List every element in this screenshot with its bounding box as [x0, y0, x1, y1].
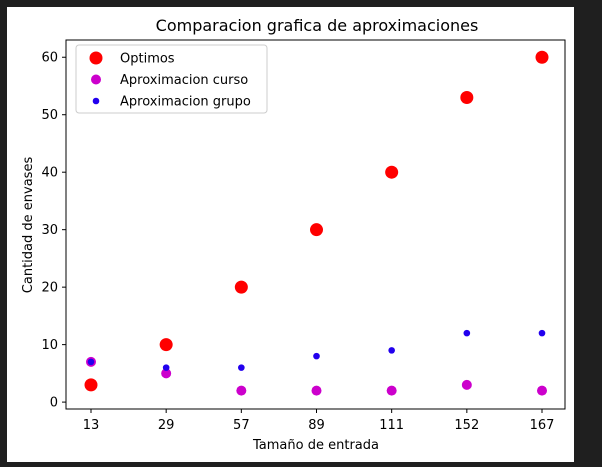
legend-label: Aproximacion curso	[120, 73, 248, 88]
chart-title: Comparacion grafica de aproximaciones	[156, 16, 479, 35]
legend-marker	[92, 97, 100, 105]
x-tick-label: 89	[308, 418, 325, 433]
data-point	[388, 347, 395, 354]
y-tick-label: 0	[50, 396, 58, 411]
data-point	[161, 368, 172, 379]
data-point	[162, 364, 170, 371]
y-tick-label: 60	[41, 51, 58, 66]
data-point	[535, 50, 549, 64]
data-point	[461, 379, 472, 390]
legend: Optimos Aproximacion curso Aproximacion gr…	[75, 44, 268, 114]
x-tick-label: 29	[158, 418, 175, 433]
data-points	[84, 50, 549, 396]
x-tick-label: 111	[379, 418, 404, 433]
data-point	[159, 338, 173, 352]
y-axis-label: Cantidad de envases	[21, 157, 36, 294]
x-tick-label: 13	[83, 418, 100, 433]
data-point	[310, 223, 323, 237]
series-1-points	[84, 50, 549, 392]
legend-label: Optimos	[120, 52, 175, 67]
data-point	[236, 385, 247, 396]
data-point	[313, 352, 320, 360]
series-3-points	[87, 329, 546, 371]
y-tick-label: 10	[41, 338, 58, 353]
x-tick-label: 152	[454, 418, 479, 433]
data-point	[386, 385, 397, 396]
data-point	[385, 165, 399, 179]
y-tick-label: 50	[41, 108, 58, 123]
series-2-points	[86, 356, 547, 396]
legend-box	[75, 44, 268, 114]
y-axis-ticks: 0 10 20 30 40 50 60	[41, 51, 66, 411]
data-point	[87, 358, 95, 366]
data-point	[238, 364, 245, 371]
y-tick-label: 30	[41, 223, 58, 238]
x-tick-label: 57	[233, 418, 250, 433]
data-point	[311, 385, 322, 396]
x-axis-label: Tamaño de entrada	[252, 438, 379, 453]
y-tick-label: 20	[41, 281, 58, 296]
legend-marker	[91, 74, 101, 85]
data-point	[538, 329, 546, 337]
x-tick-label: 167	[530, 418, 555, 433]
x-axis-ticks: 13 29 57 89 111 152 167	[83, 409, 555, 433]
data-point	[537, 385, 547, 396]
legend-label: Aproximacion grupo	[120, 95, 251, 110]
data-point	[463, 329, 471, 337]
data-point	[84, 378, 98, 392]
data-point	[460, 90, 474, 104]
data-point	[234, 280, 248, 294]
y-tick-label: 40	[41, 166, 58, 181]
legend-marker	[89, 51, 103, 65]
